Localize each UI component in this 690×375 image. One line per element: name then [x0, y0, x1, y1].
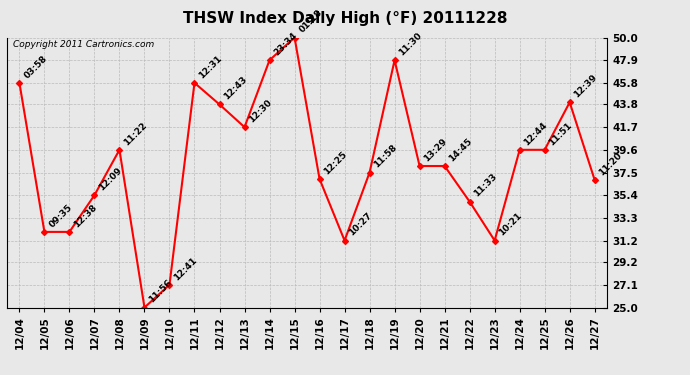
Text: 12:31: 12:31	[197, 54, 224, 80]
Text: 12:30: 12:30	[247, 98, 274, 124]
Text: 11:58: 11:58	[373, 143, 399, 170]
Text: 11:22: 11:22	[122, 120, 149, 147]
Text: 11:33: 11:33	[473, 172, 499, 199]
Text: 12:09: 12:09	[97, 166, 124, 192]
Text: Copyright 2011 Cartronics.com: Copyright 2011 Cartronics.com	[13, 40, 154, 49]
Text: 11:30: 11:30	[397, 31, 424, 57]
Text: 12:39: 12:39	[573, 73, 599, 99]
Text: 11:51: 11:51	[547, 120, 574, 147]
Text: 01:18: 01:18	[297, 8, 324, 35]
Text: 11:56: 11:56	[147, 278, 174, 305]
Text: 13:29: 13:29	[422, 136, 449, 163]
Text: THSW Index Daily High (°F) 20111228: THSW Index Daily High (°F) 20111228	[183, 11, 507, 26]
Text: 23:34: 23:34	[273, 31, 299, 57]
Text: 09:35: 09:35	[47, 202, 74, 229]
Text: 11:20: 11:20	[598, 151, 624, 177]
Text: 10:27: 10:27	[347, 211, 374, 238]
Text: 03:58: 03:58	[22, 54, 49, 80]
Text: 10:21: 10:21	[497, 211, 524, 238]
Text: 12:43: 12:43	[222, 75, 249, 102]
Text: 12:44: 12:44	[522, 120, 549, 147]
Text: 12:41: 12:41	[172, 255, 199, 282]
Text: 12:38: 12:38	[72, 202, 99, 229]
Text: 12:25: 12:25	[322, 150, 349, 176]
Text: 14:45: 14:45	[447, 136, 474, 163]
